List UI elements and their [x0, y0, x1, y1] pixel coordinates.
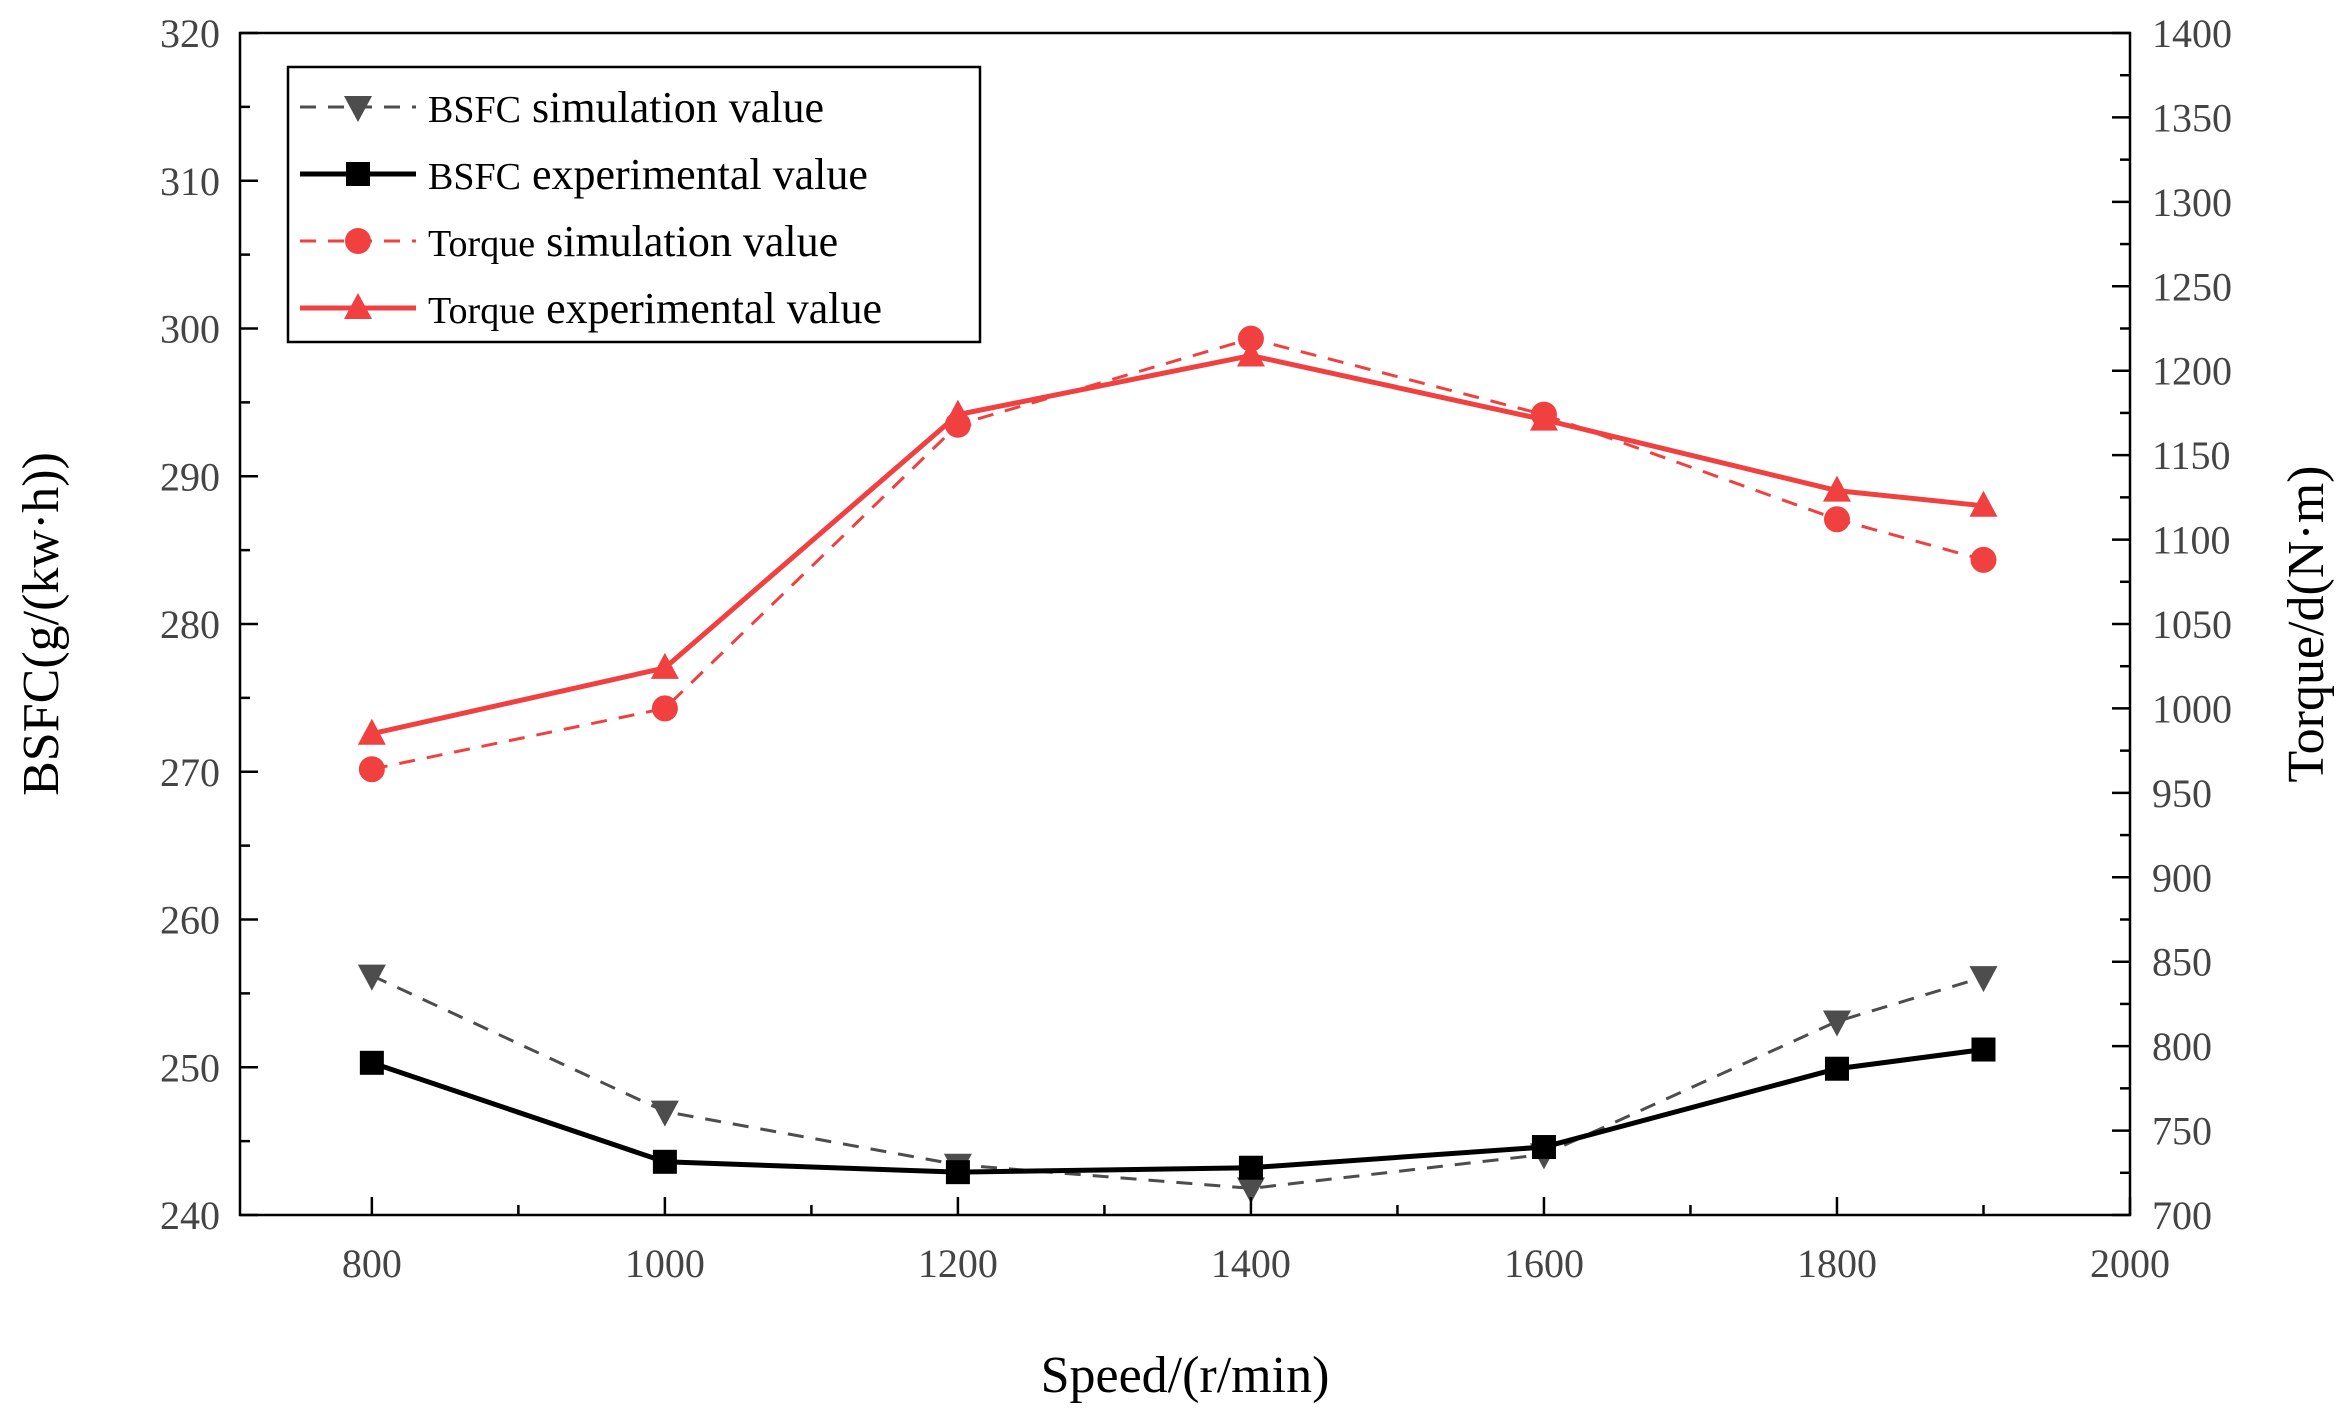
axes-layer: 800 1000 1200 1400 1600 1800 2000 240 250 260 270 2…: [160, 11, 2232, 1286]
torque-experimental-value-line: [371, 353, 1984, 737]
left-y-tick-label: 310: [160, 159, 220, 204]
legend-label-suffix: simulation value: [521, 83, 824, 132]
bsfc-experimental-value-line: [371, 1047, 1984, 1175]
bsfc-simulation-value-point: [357, 964, 386, 991]
left-y-tick-label: 280: [160, 602, 220, 647]
x-tick-label: 1400: [1211, 1241, 1291, 1286]
right-y-tick-label: 1400: [2152, 11, 2232, 56]
bsfc-simulation-value-legend-marker: [344, 96, 372, 122]
torque-simulation-value-line: [371, 337, 1984, 771]
left-y-tick-label: 270: [160, 750, 220, 795]
bsfc-experimental-value-legend-marker: [346, 162, 370, 186]
bsfc-experimental-value-point: [1238, 1155, 1263, 1180]
left-y-tick-label: 300: [160, 307, 220, 352]
torque-experimental-value-point: [943, 399, 972, 426]
torque-simulation-value-point: [1970, 546, 1997, 573]
right-y-tick-label: 700: [2152, 1193, 2212, 1238]
bsfc-experimental-value-point: [652, 1149, 677, 1174]
right-y-tick-label: 800: [2152, 1024, 2212, 1069]
torque-experimental-value-point: [1236, 340, 1265, 367]
torque-simulation-value-legend-marker: [345, 228, 371, 254]
right-y-tick-label: 1150: [2152, 433, 2231, 478]
torque-experimental-value-point: [1969, 490, 1998, 517]
x-axis-title: Speed/(r/min): [1041, 1347, 1330, 1404]
right-y-tick-label: 950: [2152, 771, 2212, 816]
legend-label-suffix: experimental value: [521, 150, 868, 199]
right-y-tick-label: 1200: [2152, 349, 2232, 394]
bsfc-experimental-value-legend-label: BSFC experimental value: [428, 150, 868, 199]
bsfc-experimental-value-point: [1531, 1135, 1556, 1160]
x-tick-label: 1200: [918, 1241, 998, 1286]
right-y-tick-label: 1000: [2152, 686, 2232, 731]
legend-label-prefix: BSFC: [428, 89, 521, 131]
torque-experimental-value-legend-marker: [344, 293, 372, 319]
legend-label-suffix: experimental value: [535, 284, 882, 333]
left-y-tick-label: 320: [160, 11, 220, 56]
torque-experimental-value-series: [357, 340, 1998, 745]
right-y-tick-label: 850: [2152, 940, 2212, 985]
bsfc-simulation-value-point: [650, 1100, 679, 1127]
x-tick-label: 800: [342, 1241, 402, 1286]
right-y-tick-label: 1350: [2152, 95, 2232, 140]
bsfc-experimental-value-point: [1824, 1056, 1849, 1081]
bsfc-simulation-value-point: [1236, 1177, 1265, 1204]
right-y-tick-label: 1100: [2152, 518, 2231, 563]
x-tick-label: 1000: [625, 1241, 705, 1286]
series-layer: [357, 325, 1998, 1204]
legend-label-prefix: Torque: [428, 223, 535, 265]
torque-experimental-value-legend-label: Torque experimental value: [428, 284, 882, 333]
right-y-tick-label: 900: [2152, 855, 2212, 900]
bsfc-simulation-value-point: [1969, 966, 1998, 993]
right-y-tick-label: 750: [2152, 1109, 2212, 1154]
bsfc-experimental-value-point: [1971, 1037, 1996, 1062]
bsfc-simulation-value-line: [371, 974, 1984, 1190]
legend-label-prefix: Torque: [428, 290, 535, 332]
bsfc-experimental-value-series: [359, 1037, 1996, 1185]
torque-experimental-value-point: [357, 718, 386, 745]
torque-simulation-value-point: [1237, 325, 1264, 352]
right-y-tick-label: 1250: [2152, 264, 2232, 309]
left-y-tick-label: 250: [160, 1045, 220, 1090]
bsfc-experimental-value-point: [945, 1160, 970, 1185]
torque-experimental-value-point: [1529, 404, 1558, 431]
torque-simulation-value-point: [651, 695, 678, 722]
bsfc-experimental-value-point: [359, 1050, 384, 1075]
torque-simulation-value-legend-label: Torque simulation value: [428, 217, 838, 266]
torque-simulation-value-point: [358, 756, 385, 783]
torque-experimental-value-point: [650, 652, 679, 679]
left-y-tick-label: 260: [160, 898, 220, 943]
legend-label-suffix: simulation value: [535, 217, 838, 266]
torque-experimental-value-point: [1822, 475, 1851, 502]
legend-box: [286, 65, 982, 344]
torque-simulation-value-point: [1823, 506, 1850, 533]
left-y-tick-label: 240: [160, 1193, 220, 1238]
legend-label-prefix: BSFC: [428, 156, 521, 198]
left-y-tick-label: 290: [160, 454, 220, 499]
right-y-axis-title: Torque/d(N·m): [2278, 466, 2335, 783]
x-tick-label: 2000: [2090, 1241, 2170, 1286]
right-y-tick-label: 1050: [2152, 602, 2232, 647]
bsfc-simulation-value-legend-label: BSFC simulation value: [428, 83, 824, 132]
x-tick-label: 1800: [1797, 1241, 1877, 1286]
left-y-axis-title: BSFC(g/(kw·h)): [13, 452, 70, 796]
torque-simulation-value-series: [358, 325, 1997, 783]
x-tick-label: 1600: [1504, 1241, 1584, 1286]
bsfc-simulation-value-point: [1822, 1010, 1851, 1037]
right-y-tick-label: 1300: [2152, 180, 2232, 225]
